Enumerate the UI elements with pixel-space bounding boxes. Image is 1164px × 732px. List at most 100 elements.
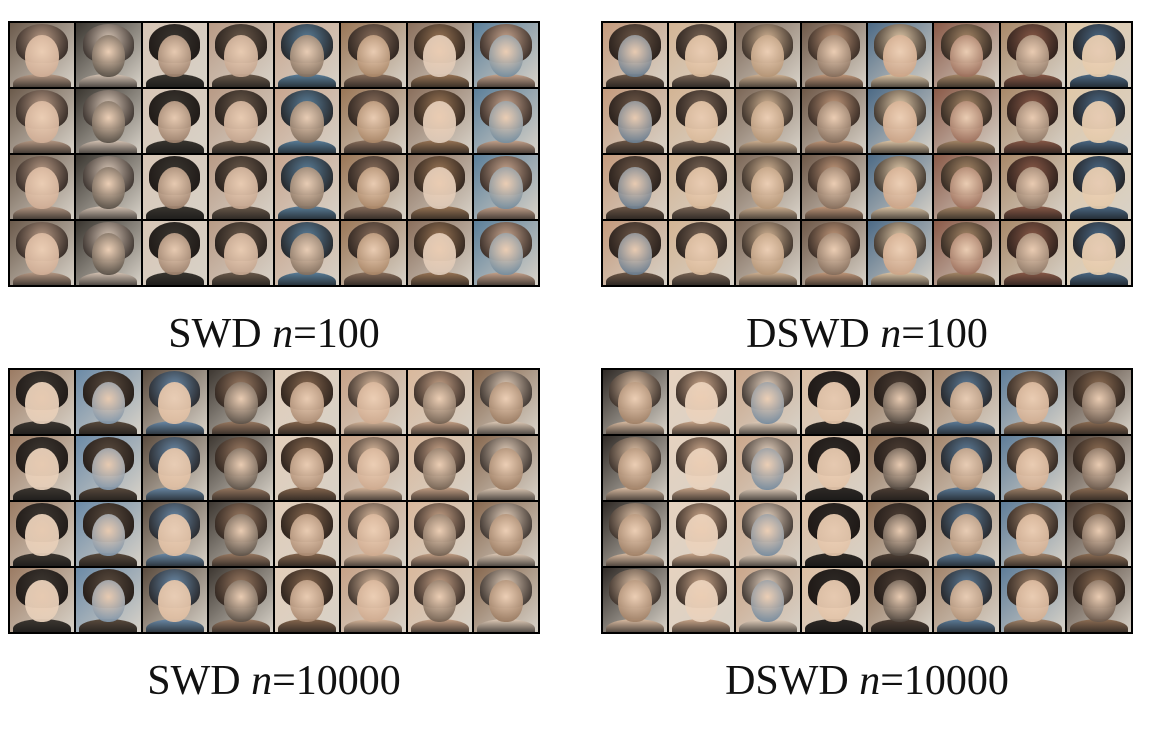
face-thumbnail <box>341 155 406 219</box>
face-thumbnail <box>341 502 406 566</box>
face-thumbnail <box>76 436 141 500</box>
face-thumbnail <box>208 221 273 285</box>
face-thumbnail <box>1000 23 1065 87</box>
face-thumbnail <box>142 436 207 500</box>
face-thumbnail <box>473 436 538 500</box>
face-thumbnail <box>142 370 207 434</box>
face-thumbnail <box>208 436 273 500</box>
face-thumbnail <box>341 221 406 285</box>
face-thumbnail <box>407 155 472 219</box>
face-thumbnail <box>76 23 141 87</box>
face-thumbnail <box>735 23 800 87</box>
face-thumbnail <box>407 89 472 153</box>
face-thumbnail <box>1000 155 1065 219</box>
face-thumbnail <box>801 502 866 566</box>
face-thumbnail <box>76 568 141 632</box>
face-thumbnail <box>275 89 340 153</box>
face-thumbnail <box>603 370 668 434</box>
caption-swd-100: SWD n=100 <box>8 313 540 355</box>
face-thumbnail <box>801 436 866 500</box>
face-thumbnail <box>669 502 734 566</box>
face-thumbnail <box>603 436 668 500</box>
face-thumbnail <box>275 155 340 219</box>
face-thumbnail <box>868 568 933 632</box>
face-thumbnail <box>735 436 800 500</box>
face-thumbnail <box>934 502 999 566</box>
face-thumbnail <box>473 502 538 566</box>
face-thumbnail <box>407 370 472 434</box>
face-thumbnail <box>735 502 800 566</box>
face-thumbnail <box>1000 568 1065 632</box>
face-thumbnail <box>603 568 668 632</box>
face-thumbnail <box>868 370 933 434</box>
face-thumbnail <box>275 370 340 434</box>
caption-variable: n <box>251 658 273 704</box>
face-thumbnail <box>10 436 75 500</box>
face-thumbnail <box>10 370 75 434</box>
panel-swd-100 <box>8 21 540 287</box>
face-thumbnail <box>208 370 273 434</box>
face-thumbnail <box>868 502 933 566</box>
face-thumbnail <box>669 370 734 434</box>
face-thumbnail <box>868 221 933 285</box>
face-thumbnail <box>473 23 538 87</box>
face-thumbnail <box>1000 221 1065 285</box>
face-thumbnail <box>76 502 141 566</box>
face-thumbnail <box>1066 89 1131 153</box>
face-thumbnail <box>341 568 406 632</box>
caption-dswd-100: DSWD n=100 <box>601 313 1133 355</box>
face-thumbnail <box>1066 370 1131 434</box>
face-thumbnail <box>407 23 472 87</box>
face-thumbnail <box>407 221 472 285</box>
face-thumbnail <box>868 23 933 87</box>
face-thumbnail <box>275 502 340 566</box>
face-thumbnail <box>341 370 406 434</box>
face-thumbnail <box>1000 436 1065 500</box>
caption-method: DSWD <box>746 311 870 357</box>
caption-variable: n <box>272 311 294 357</box>
face-thumbnail <box>669 89 734 153</box>
face-thumbnail <box>76 221 141 285</box>
face-thumbnail <box>669 155 734 219</box>
face-thumbnail <box>801 221 866 285</box>
face-thumbnail <box>669 221 734 285</box>
face-thumbnail <box>208 155 273 219</box>
face-thumbnail <box>735 221 800 285</box>
caption-value: =10000 <box>880 658 1009 704</box>
face-thumbnail <box>142 23 207 87</box>
face-thumbnail <box>669 23 734 87</box>
face-thumbnail <box>603 155 668 219</box>
face-thumbnail <box>473 370 538 434</box>
face-thumbnail <box>801 568 866 632</box>
face-thumbnail <box>735 370 800 434</box>
face-thumbnail <box>208 23 273 87</box>
face-thumbnail <box>341 89 406 153</box>
face-thumbnail <box>10 502 75 566</box>
face-thumbnail <box>76 155 141 219</box>
face-thumbnail <box>868 89 933 153</box>
face-thumbnail <box>10 23 75 87</box>
face-thumbnail <box>473 89 538 153</box>
face-thumbnail <box>473 155 538 219</box>
caption-variable: n <box>859 658 881 704</box>
face-thumbnail <box>669 568 734 632</box>
face-thumbnail <box>1066 23 1131 87</box>
face-thumbnail <box>473 568 538 632</box>
face-thumbnail <box>801 155 866 219</box>
caption-method: SWD <box>168 311 262 357</box>
face-thumbnail <box>603 502 668 566</box>
face-thumbnail <box>1066 155 1131 219</box>
face-thumbnail <box>1066 502 1131 566</box>
face-thumbnail <box>603 23 668 87</box>
panel-swd-10000 <box>8 368 540 634</box>
face-thumbnail <box>1000 89 1065 153</box>
face-thumbnail <box>76 89 141 153</box>
face-thumbnail <box>801 370 866 434</box>
caption-value: =10000 <box>272 658 401 704</box>
face-thumbnail <box>1000 370 1065 434</box>
face-thumbnail <box>868 155 933 219</box>
caption-value: =100 <box>901 311 988 357</box>
face-thumbnail <box>275 221 340 285</box>
face-thumbnail <box>1066 568 1131 632</box>
face-thumbnail <box>1066 436 1131 500</box>
